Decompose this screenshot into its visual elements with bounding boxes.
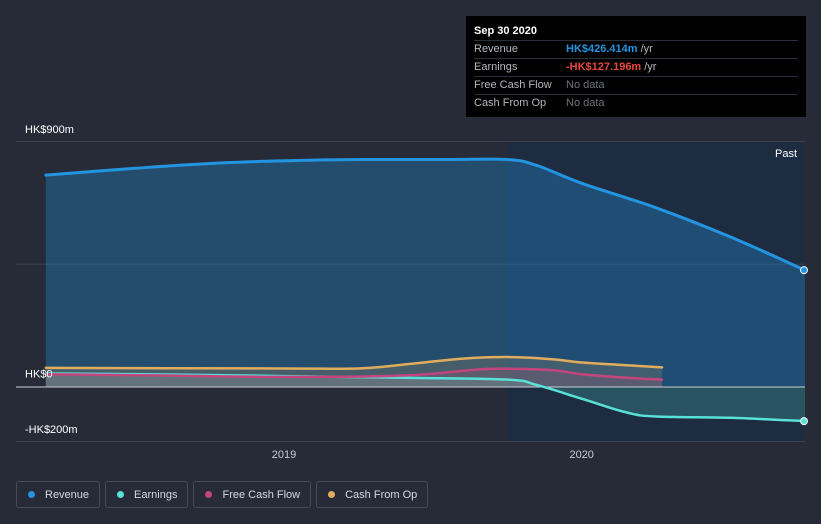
tooltip-row-earnings: Earnings -HK$127.196m /yr: [474, 58, 798, 76]
tooltip-date: Sep 30 2020: [474, 25, 537, 37]
free-cash-flow-line: [44, 367, 664, 381]
legend-item-earnings[interactable]: Earnings: [105, 481, 189, 508]
legend-label: Free Cash Flow: [222, 488, 301, 501]
legend-dot-icon: [117, 491, 125, 498]
legend-item-free-cash-flow[interactable]: Free Cash Flow: [193, 481, 312, 508]
earnings-end-marker: [800, 417, 808, 426]
tooltip-row-free-cash-flow: Free Cash Flow No data: [474, 76, 798, 94]
legend-dot-icon: [328, 491, 336, 498]
revenue-area: [45, 159, 805, 387]
tooltip: Sep 30 2020 Revenue HK$426.414m /yr Earn…: [466, 16, 806, 117]
legend-item-revenue[interactable]: Revenue: [16, 481, 101, 508]
legend-label: Earnings: [134, 488, 178, 501]
legend-label: Revenue: [45, 488, 90, 501]
y-tick-label: HK$0: [25, 368, 53, 380]
y-tick-label: HK$900m: [25, 124, 74, 136]
x-tick-label: 2019: [272, 449, 296, 461]
tooltip-label: Revenue: [474, 43, 519, 55]
tooltip-row-cash-from-op: Cash From Op No data: [474, 94, 798, 112]
tooltip-row-revenue: Revenue HK$426.414m /yr: [474, 40, 798, 58]
legend-dot-icon: [28, 491, 35, 498]
tooltip-label: Cash From Op: [474, 97, 547, 109]
past-label: Past: [775, 148, 797, 160]
tooltip-label: Earnings: [474, 61, 518, 73]
tooltip-value: HK$426.414m: [566, 43, 638, 55]
tooltip-value: No data: [566, 97, 605, 109]
legend-label: Cash From Op: [345, 488, 418, 501]
tooltip-label: Free Cash Flow: [474, 79, 552, 91]
tooltip-unit: /yr: [644, 61, 657, 73]
y-tick-label: -HK$200m: [25, 424, 78, 436]
x-tick-label: 2020: [569, 449, 593, 461]
tooltip-value: -HK$127.196m: [566, 61, 642, 73]
revenue-line: [44, 157, 807, 272]
legend-item-cash-from-op[interactable]: Cash From Op: [316, 481, 429, 508]
legend-dot-icon: [205, 491, 213, 498]
cash-from-op-line: [44, 355, 664, 371]
tooltip-unit: /yr: [640, 43, 653, 55]
legend: Revenue Earnings Free Cash Flow Cash Fro…: [16, 481, 429, 508]
tooltip-value: No data: [566, 79, 605, 91]
revenue-end-marker: [800, 266, 808, 275]
